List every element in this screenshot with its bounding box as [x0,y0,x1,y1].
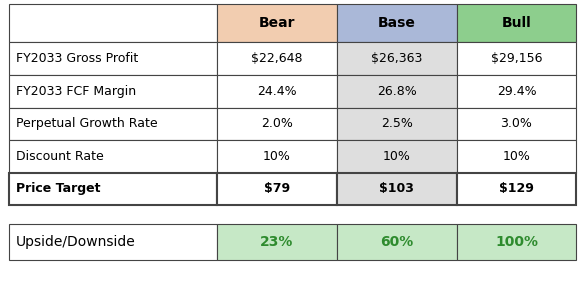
Bar [9,140,217,173]
Text: $29,156: $29,156 [491,52,542,65]
Bar [217,4,337,42]
Bar [217,140,337,173]
Text: $103: $103 [379,183,414,195]
Text: Price Target: Price Target [16,183,101,195]
Text: 10%: 10% [383,150,410,163]
Bar [456,4,576,42]
Text: $129: $129 [499,183,534,195]
Bar [217,75,337,108]
Text: Upside/Downside: Upside/Downside [16,235,136,249]
Bar [9,4,217,42]
Text: Bear: Bear [259,16,295,30]
Bar [9,224,217,260]
Text: FY2033 FCF Margin: FY2033 FCF Margin [16,85,136,98]
Bar [456,140,576,173]
Text: Base: Base [377,16,416,30]
Bar [9,75,217,108]
Text: $22,648: $22,648 [251,52,303,65]
Bar [9,108,217,140]
Bar [337,224,456,260]
Text: Discount Rate: Discount Rate [16,150,103,163]
Text: 26.8%: 26.8% [377,85,416,98]
Text: Perpetual Growth Rate: Perpetual Growth Rate [16,117,158,130]
Bar [337,4,456,42]
Text: 23%: 23% [260,235,293,249]
Bar [337,42,456,75]
Text: 2.0%: 2.0% [261,117,293,130]
Bar [456,108,576,140]
Text: 10%: 10% [503,150,530,163]
Bar [337,75,456,108]
Bar [456,173,576,205]
Text: 24.4%: 24.4% [257,85,297,98]
Text: 2.5%: 2.5% [380,117,413,130]
Text: 100%: 100% [495,235,538,249]
Text: Bull: Bull [502,16,532,30]
Bar [337,108,456,140]
Text: $26,363: $26,363 [371,52,422,65]
Bar [9,42,217,75]
Text: 3.0%: 3.0% [500,117,532,130]
Bar [217,42,337,75]
Bar [456,75,576,108]
Bar [337,173,456,205]
Bar [9,173,217,205]
Bar [456,42,576,75]
Bar [217,108,337,140]
Text: 10%: 10% [263,150,291,163]
Bar [456,224,576,260]
Text: 29.4%: 29.4% [497,85,536,98]
Bar [217,224,337,260]
Bar [217,173,337,205]
Text: $79: $79 [264,183,290,195]
Text: FY2033 Gross Profit: FY2033 Gross Profit [16,52,138,65]
Bar [337,140,456,173]
Text: 60%: 60% [380,235,413,249]
